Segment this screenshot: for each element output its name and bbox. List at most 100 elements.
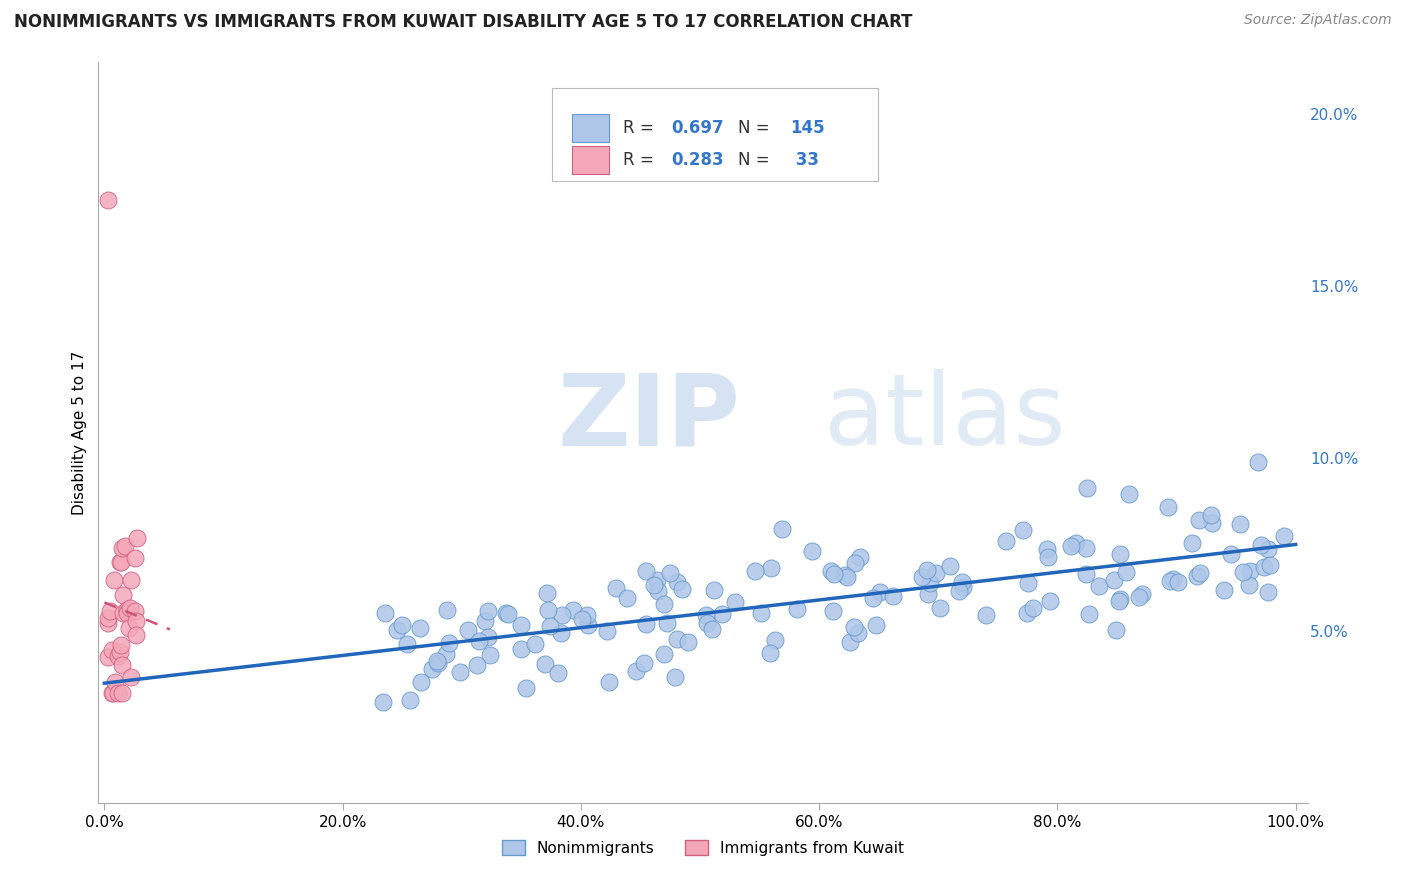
Point: [664, 669, 686, 683]
Point: [763, 632, 786, 647]
Point: [1017, 575, 1039, 590]
Point: [477, 630, 499, 644]
Point: [1015, 607, 1038, 621]
Point: [1039, 594, 1062, 608]
Point: [647, 573, 669, 587]
Point: [101, 685, 124, 699]
Point: [659, 566, 682, 581]
Text: N =: N =: [738, 151, 775, 169]
Point: [655, 616, 678, 631]
Point: [824, 567, 846, 582]
Point: [724, 595, 747, 609]
Point: [917, 587, 939, 601]
Point: [1108, 593, 1130, 607]
Point: [846, 625, 869, 640]
Point: [101, 643, 124, 657]
Point: [1181, 536, 1204, 550]
Point: [409, 674, 432, 689]
Point: [844, 556, 866, 570]
Point: [479, 648, 502, 662]
Legend: Nonimmigrants, Immigrants from Kuwait: Nonimmigrants, Immigrants from Kuwait: [495, 834, 911, 862]
Point: [1128, 591, 1150, 605]
Point: [844, 620, 866, 634]
Point: [862, 591, 884, 605]
Point: [576, 618, 599, 632]
Point: [125, 628, 148, 642]
Point: [1087, 579, 1109, 593]
Point: [918, 575, 941, 590]
Point: [1199, 508, 1222, 523]
Point: [550, 608, 572, 623]
Bar: [572, 146, 609, 174]
Point: [1078, 607, 1101, 622]
Point: [835, 569, 858, 583]
Point: [124, 604, 146, 618]
Point: [696, 616, 718, 631]
Point: [882, 589, 904, 603]
Point: [457, 623, 479, 637]
Point: [710, 607, 733, 622]
Text: 0.697: 0.697: [672, 119, 724, 136]
Point: [477, 604, 499, 618]
Point: [107, 649, 129, 664]
Point: [107, 685, 129, 699]
Point: [759, 560, 782, 574]
Point: [97, 649, 120, 664]
Point: [111, 658, 134, 673]
Point: [534, 657, 557, 671]
Point: [1246, 455, 1268, 469]
Point: [636, 565, 658, 579]
Point: [1115, 565, 1137, 579]
Text: Source: ZipAtlas.com: Source: ZipAtlas.com: [1244, 13, 1392, 28]
Point: [695, 607, 717, 622]
Point: [124, 615, 146, 629]
Point: [911, 570, 934, 584]
Point: [108, 555, 131, 569]
Point: [523, 637, 546, 651]
Point: [1167, 575, 1189, 590]
Point: [786, 601, 808, 615]
Point: [434, 647, 457, 661]
Point: [952, 580, 974, 594]
Point: [1185, 569, 1208, 583]
Point: [744, 564, 766, 578]
FancyBboxPatch shape: [551, 88, 879, 181]
Point: [1229, 517, 1251, 532]
Point: [118, 621, 141, 635]
Point: [536, 586, 558, 600]
Point: [420, 662, 443, 676]
Point: [995, 534, 1018, 549]
Point: [1213, 583, 1236, 598]
Point: [647, 584, 669, 599]
Point: [436, 603, 458, 617]
Point: [700, 623, 723, 637]
Point: [1253, 559, 1275, 574]
Point: [120, 670, 142, 684]
Point: [1257, 542, 1279, 557]
Point: [1074, 541, 1097, 555]
Point: [1257, 584, 1279, 599]
Point: [1220, 547, 1243, 561]
Point: [624, 665, 647, 679]
Point: [1258, 558, 1281, 572]
Point: [1118, 487, 1140, 501]
Point: [676, 634, 699, 648]
Point: [108, 644, 131, 658]
Point: [1021, 600, 1043, 615]
Point: [1130, 587, 1153, 601]
Point: [865, 617, 887, 632]
Point: [576, 608, 599, 623]
Point: [409, 621, 432, 635]
Point: [547, 665, 569, 680]
Point: [110, 638, 132, 652]
Point: [426, 654, 449, 668]
Point: [373, 695, 395, 709]
Point: [374, 606, 396, 620]
Point: [1104, 623, 1126, 637]
Point: [387, 624, 409, 638]
Point: [538, 619, 561, 633]
Point: [928, 601, 950, 615]
Point: [1161, 572, 1184, 586]
Point: [939, 559, 962, 574]
Point: [391, 618, 413, 632]
